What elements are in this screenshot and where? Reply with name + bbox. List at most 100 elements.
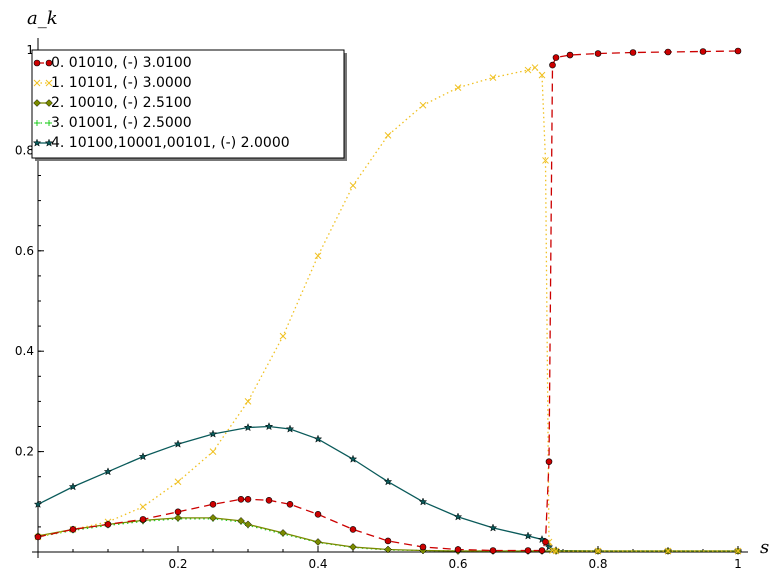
data-point: [544, 542, 554, 551]
y-tick-label: 0.2: [15, 445, 34, 459]
legend-label: 2. 10010, (-) 2.5100: [51, 95, 192, 111]
data-point: [531, 64, 539, 71]
data-point: [552, 547, 560, 555]
data-point: [538, 71, 546, 79]
y-axis-label: a_k: [27, 8, 58, 29]
data-point: [237, 517, 245, 525]
data-point: [489, 74, 497, 81]
y-tick-label: 1: [26, 43, 34, 57]
data-point: [383, 477, 393, 486]
data-point: [734, 47, 742, 55]
data-point: [314, 252, 322, 260]
x-tick-label: 0.8: [588, 557, 607, 571]
legend-box: [31, 49, 345, 159]
data-point: [542, 538, 549, 546]
data-point: [209, 514, 217, 522]
data-point: [237, 495, 245, 503]
data-point: [594, 547, 602, 555]
data-point: [244, 520, 252, 529]
data-point: [384, 545, 392, 554]
data-point: [384, 131, 392, 139]
data-point: [34, 533, 42, 541]
legend-marker: [33, 99, 41, 107]
data-point: [349, 182, 357, 189]
data-point: [174, 508, 182, 516]
data-point: [349, 526, 357, 533]
data-point: [453, 512, 463, 521]
series-0: [34, 47, 742, 554]
legend-label: 1. 10101, (-) 3.0000: [51, 75, 192, 91]
data-point: [279, 332, 287, 340]
data-point: [103, 467, 113, 476]
data-point: [285, 424, 295, 433]
legend-entry-0: 0. 01010, (-) 3.0100: [33, 55, 192, 71]
data-point: [524, 66, 532, 74]
data-point: [594, 50, 602, 57]
data-point: [208, 429, 218, 438]
data-point: [549, 61, 556, 69]
data-point: [243, 422, 253, 432]
data-point: [69, 526, 77, 533]
x-tick-label: 0.6: [448, 557, 467, 571]
legend-marker: [46, 120, 52, 126]
data-point: [139, 503, 147, 511]
data-point: [734, 547, 742, 555]
legend-marker: [32, 138, 42, 147]
data-point: [488, 523, 498, 532]
data-point: [174, 514, 182, 522]
data-point: [286, 501, 294, 508]
data-point: [68, 482, 78, 491]
legend-marker: [45, 59, 53, 67]
legend-label: 3. 01001, (-) 2.5000: [51, 115, 192, 131]
data-point: [552, 54, 560, 61]
data-point: [265, 496, 273, 504]
data-point: [244, 398, 252, 405]
data-point: [33, 499, 43, 508]
data-point: [173, 439, 183, 448]
legend-label: 0. 01010, (-) 3.0100: [51, 55, 192, 71]
data-point: [209, 501, 217, 508]
data-point: [264, 421, 274, 431]
series-4: [33, 421, 743, 555]
legend-marker: [34, 120, 40, 126]
data-point: [542, 157, 549, 164]
legend-label: 4. 10100,10001,00101, (-) 2.0000: [51, 135, 290, 151]
series-layer: [33, 47, 743, 555]
data-point: [545, 458, 553, 465]
data-point: [489, 547, 497, 554]
data-point: [138, 452, 148, 461]
y-tick-label: 0.6: [15, 244, 34, 258]
x-tick-label: 0.4: [308, 557, 327, 571]
legend-entry-2: 2. 10010, (-) 2.5100: [33, 95, 192, 111]
legend-entry-3: 3. 01001, (-) 2.5000: [34, 115, 192, 131]
data-point: [538, 547, 546, 554]
legend-entry-4: 4. 10100,10001,00101, (-) 2.0000: [32, 135, 290, 151]
data-point: [523, 531, 533, 540]
data-point: [279, 529, 287, 537]
data-point: [629, 49, 637, 56]
legend-marker: [44, 138, 54, 147]
data-point: [314, 511, 322, 518]
legend-marker: [33, 79, 41, 87]
data-point: [699, 48, 707, 55]
data-point: [454, 546, 462, 553]
data-point: [454, 84, 462, 92]
series-line: [37, 50, 739, 552]
legend: 0. 01010, (-) 3.0100 1. 10101, (-) 3.0000…: [31, 49, 347, 161]
data-point: [524, 547, 532, 554]
data-point: [664, 48, 672, 56]
x-tick-label: 0.2: [168, 557, 187, 571]
y-tick-label: 0.4: [15, 344, 34, 358]
legend-entry-1: 1. 10101, (-) 3.0000: [33, 75, 192, 91]
data-point: [314, 538, 322, 546]
data-point: [566, 51, 574, 59]
data-point: [174, 478, 182, 486]
data-point: [419, 101, 427, 109]
data-point: [418, 497, 428, 506]
data-point: [244, 495, 252, 503]
data-point: [537, 534, 547, 544]
data-point: [419, 543, 427, 551]
data-point: [209, 448, 217, 455]
legend-marker: [45, 79, 53, 87]
